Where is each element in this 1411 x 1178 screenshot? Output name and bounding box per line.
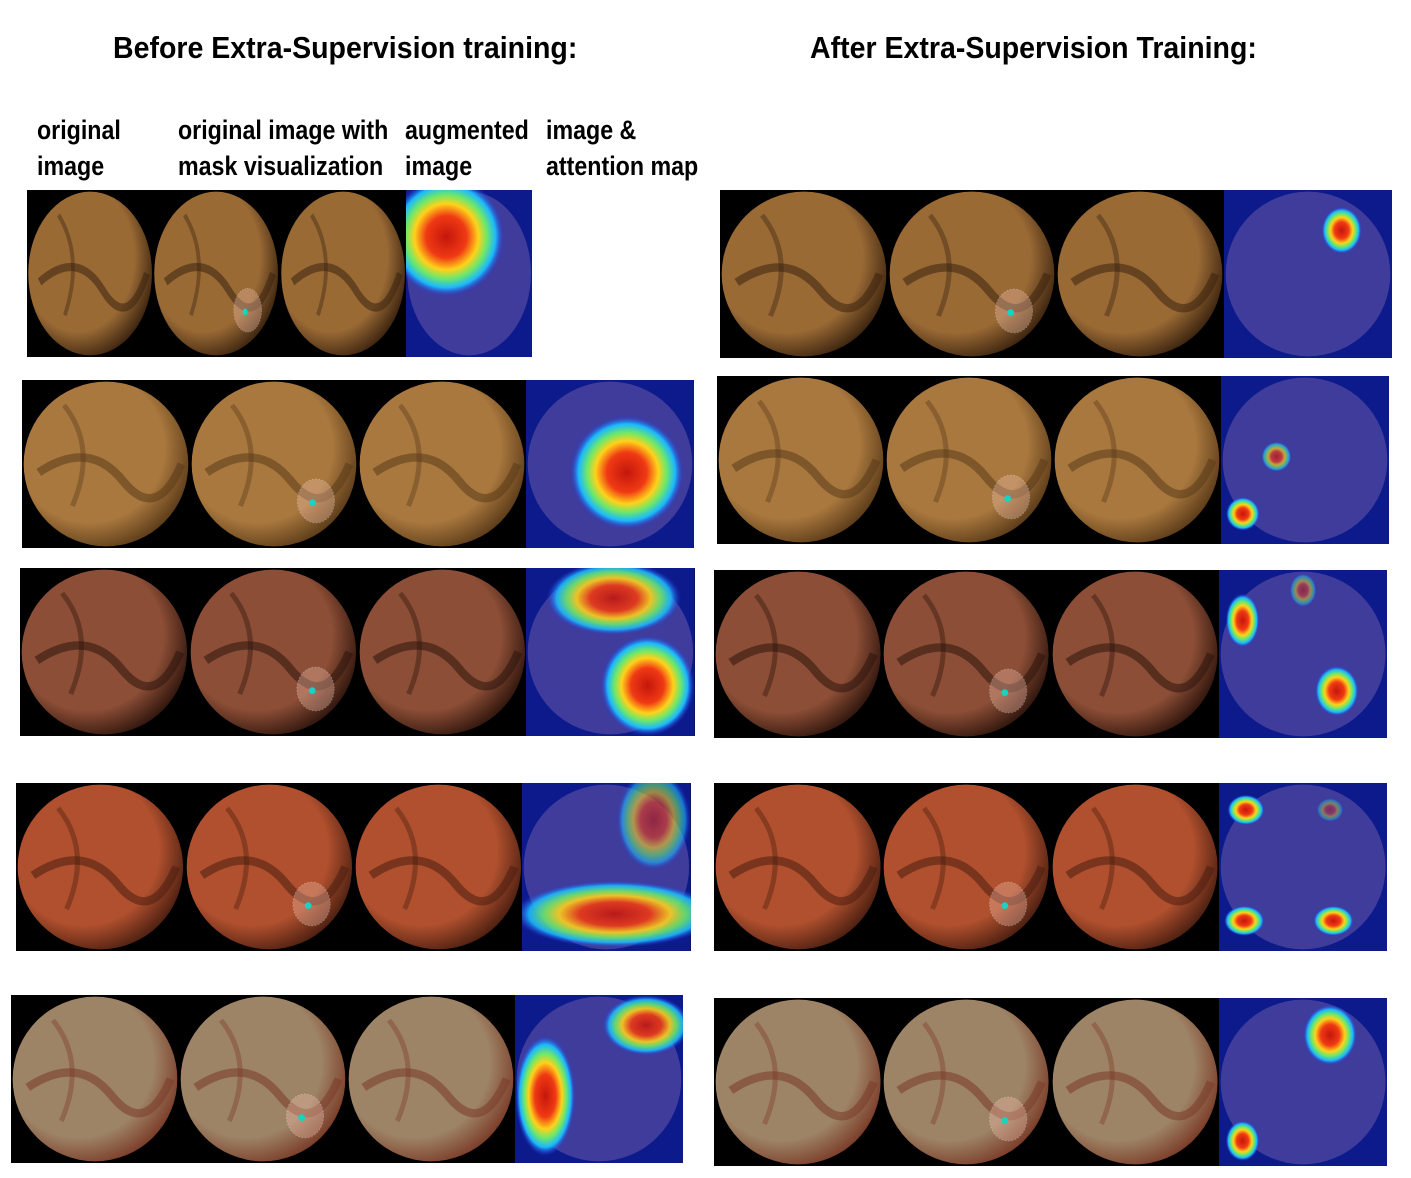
before-row-5	[11, 995, 683, 1163]
after-row-5-mask-visualization	[882, 998, 1051, 1166]
before-row-1-augmented-image	[279, 190, 406, 357]
after-row-3-mask-visualization	[882, 570, 1051, 738]
before-row-3-attention-map	[526, 568, 695, 736]
before-title: Before Extra-Supervision training:	[113, 30, 578, 65]
column-header-attention: image & attention map	[546, 115, 699, 181]
after-row-4-original-image	[714, 783, 883, 951]
after-row-5-original-image	[714, 998, 883, 1166]
before-row-4	[16, 783, 691, 951]
column-header-augmented: augmented image	[405, 115, 529, 181]
after-row-4	[714, 783, 1387, 951]
after-row-5-augmented-image	[1050, 998, 1219, 1166]
before-row-5-mask-visualization	[179, 995, 347, 1163]
before-row-5-attention-map	[515, 995, 683, 1163]
after-row-5-attention-map	[1218, 998, 1387, 1166]
after-title: After Extra-Supervision Training:	[810, 30, 1257, 65]
before-row-2-attention-map	[526, 380, 694, 548]
after-row-1-original-image	[720, 190, 888, 358]
before-row-3-mask-visualization	[188, 568, 358, 736]
after-row-3-original-image	[714, 570, 883, 738]
before-row-4-original-image	[16, 783, 185, 951]
after-row-1-augmented-image	[1056, 190, 1224, 358]
after-row-2-mask-visualization	[885, 376, 1053, 544]
after-row-1	[720, 190, 1392, 358]
before-row-4-attention-map	[522, 783, 691, 951]
before-row-2-mask-visualization	[190, 380, 358, 548]
after-row-1-attention-map	[1224, 190, 1392, 358]
before-row-2-augmented-image	[358, 380, 526, 548]
before-row-2-original-image	[22, 380, 190, 548]
before-row-1	[27, 190, 532, 357]
after-row-3	[714, 570, 1387, 738]
before-row-1-attention-map	[405, 190, 532, 357]
after-row-1-mask-visualization	[888, 190, 1056, 358]
after-row-5	[714, 998, 1387, 1166]
before-row-3-original-image	[20, 568, 189, 736]
after-row-2-original-image	[717, 376, 885, 544]
after-row-4-augmented-image	[1050, 783, 1219, 951]
after-row-2-attention-map	[1221, 376, 1389, 544]
after-row-2-augmented-image	[1053, 376, 1221, 544]
before-row-4-mask-visualization	[184, 783, 354, 951]
before-row-1-original-image	[27, 190, 154, 357]
before-row-1-mask-visualization	[153, 190, 280, 357]
column-header-original: original image	[37, 115, 121, 181]
after-row-4-attention-map	[1218, 783, 1387, 951]
before-row-5-original-image	[11, 995, 179, 1163]
before-row-2	[22, 380, 694, 548]
after-row-2	[717, 376, 1389, 544]
after-row-4-mask-visualization	[882, 783, 1051, 951]
after-row-3-attention-map	[1218, 570, 1387, 738]
before-row-4-augmented-image	[353, 783, 523, 951]
column-header-mask: original image with mask visualization	[178, 115, 389, 181]
before-row-3	[20, 568, 695, 736]
after-row-3-augmented-image	[1050, 570, 1219, 738]
before-row-5-augmented-image	[347, 995, 515, 1163]
before-row-3-augmented-image	[357, 568, 527, 736]
